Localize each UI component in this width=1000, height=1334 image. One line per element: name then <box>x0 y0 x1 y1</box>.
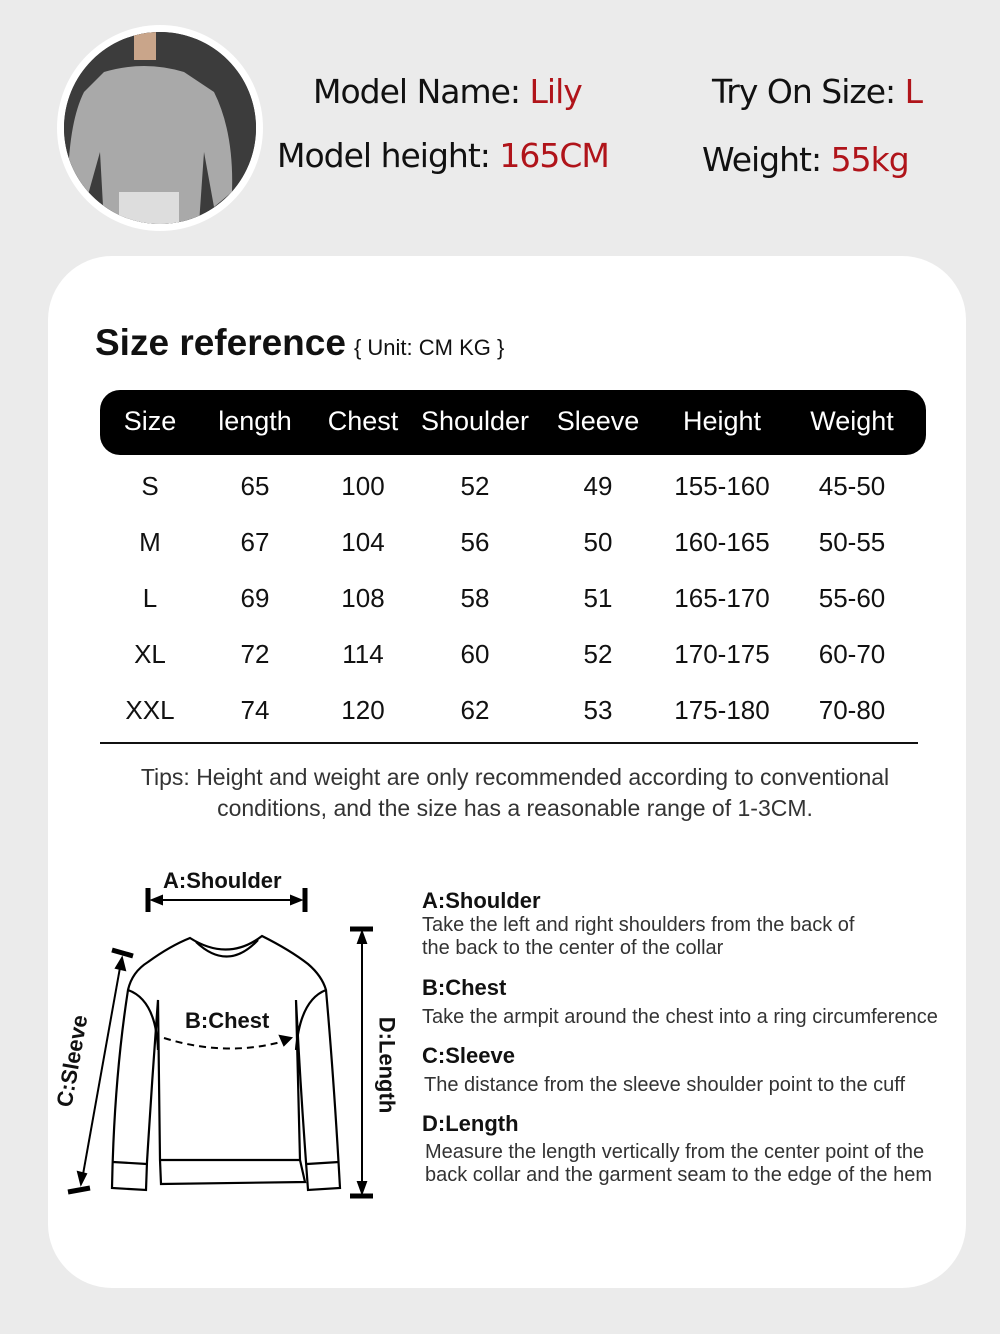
label-length: D:Length <box>374 1016 400 1114</box>
column-header-shoulder: Shoulder <box>420 406 530 436</box>
table-cell: M <box>139 527 161 557</box>
table-cell: 70-80 <box>818 695 886 725</box>
desc-sleeve: C:Sleeve The distance from the sleeve sho… <box>422 1043 905 1097</box>
model-photo <box>57 25 263 231</box>
model-name-label: Model Name: <box>313 72 521 111</box>
desc-line: Take the armpit around the chest into a … <box>422 1006 938 1028</box>
desc-title: A:Shoulder <box>422 888 541 913</box>
table-cell: 60-70 <box>818 639 886 669</box>
table-cell: 155-160 <box>674 471 770 501</box>
desc-title: B:Chest <box>422 975 507 1000</box>
table-cell: 160-165 <box>674 527 770 557</box>
table-cell: 175-180 <box>674 695 770 725</box>
table-cell: 56 <box>460 527 490 557</box>
measure-arrows <box>67 888 373 1199</box>
model-name: Model Name: Lily <box>313 72 583 111</box>
table-cell: 51 <box>583 583 613 613</box>
desc-line: Measure the length vertically from the c… <box>425 1141 925 1163</box>
column-header-sleeve: Sleeve <box>556 406 640 436</box>
try-on-size-value: L <box>904 72 923 111</box>
table-cell: 104 <box>341 527 385 557</box>
table-header: Size length Chest Shoulder Sleeve Height Weigh… <box>100 390 926 455</box>
model-height-value: 165CM <box>499 136 610 175</box>
table-divider <box>100 742 918 744</box>
label-chest: B:Chest <box>185 1008 270 1033</box>
table-cell: 170-175 <box>674 639 770 669</box>
column-header-length: length <box>218 406 292 436</box>
desc-chest: B:Chest Take the armpit around the chest … <box>422 975 938 1029</box>
table-cell: 120 <box>341 695 385 725</box>
table-cell: 100 <box>341 471 385 501</box>
desc-line: The distance from the sleeve shoulder po… <box>424 1074 906 1096</box>
table-cell: 62 <box>460 695 490 725</box>
model-sweater-image <box>64 32 256 224</box>
column-header-chest: Chest <box>327 406 399 436</box>
table-cell: 50-55 <box>818 527 886 557</box>
table-cell: 67 <box>240 527 270 557</box>
column-header-height: Height <box>682 406 762 436</box>
table-cell: 52 <box>583 639 613 669</box>
model-weight-label: Weight: <box>702 140 822 179</box>
table-cell: 53 <box>583 695 613 725</box>
table-cell: 65 <box>240 471 270 501</box>
column-header-weight: Weight <box>810 406 894 436</box>
table-cell: 58 <box>460 583 490 613</box>
column-header-size: Size <box>123 406 177 436</box>
tips-text: Tips: Height and weight are only recomme… <box>140 764 890 821</box>
table-cell: 55-60 <box>818 583 886 613</box>
table-cell: XXL <box>125 695 175 725</box>
table-cell: XL <box>134 639 166 669</box>
model-name-value: Lily <box>529 72 583 111</box>
model-weight: Weight: 55kg <box>702 140 910 179</box>
desc-title: C:Sleeve <box>422 1043 515 1068</box>
table-cell: 52 <box>460 471 490 501</box>
sweater-outline <box>110 934 342 1192</box>
model-height: Model height: 165CM <box>277 136 610 175</box>
table-cell: 108 <box>341 583 385 613</box>
desc-length: D:Length Measure the length vertically fr… <box>422 1111 932 1187</box>
table-cell: 165-170 <box>674 583 770 613</box>
desc-line: back collar and the garment seam to the … <box>425 1164 932 1186</box>
desc-line: the back to the center of the collar <box>422 937 724 959</box>
desc-line: Take the left and right shoulders from t… <box>422 914 855 936</box>
table-cell: 49 <box>583 471 613 501</box>
table-cell: 74 <box>240 695 270 725</box>
model-height-label: Model height: <box>277 136 491 175</box>
size-reference-title: Size reference { Unit: CM KG } <box>95 322 504 364</box>
try-on-size-label: Try On Size: <box>712 72 896 111</box>
desc-shoulder: A:Shoulder Take the left and right should… <box>422 888 854 960</box>
desc-title: D:Length <box>422 1111 519 1136</box>
table-cell: 50 <box>583 527 613 557</box>
table-cell: L <box>142 583 158 613</box>
table-cell: 45-50 <box>818 471 886 501</box>
table-cell: 69 <box>240 583 270 613</box>
label-shoulder: A:Shoulder <box>163 868 282 893</box>
model-weight-value: 55kg <box>830 140 910 179</box>
table-cell: 72 <box>240 639 270 669</box>
try-on-size: Try On Size: L <box>712 72 923 111</box>
unit-note: { Unit: CM KG } <box>353 335 505 360</box>
title-text: Size reference <box>95 322 346 363</box>
table-cell: 114 <box>342 639 384 669</box>
table-cell: 60 <box>460 639 490 669</box>
table-cell: S <box>141 471 159 501</box>
